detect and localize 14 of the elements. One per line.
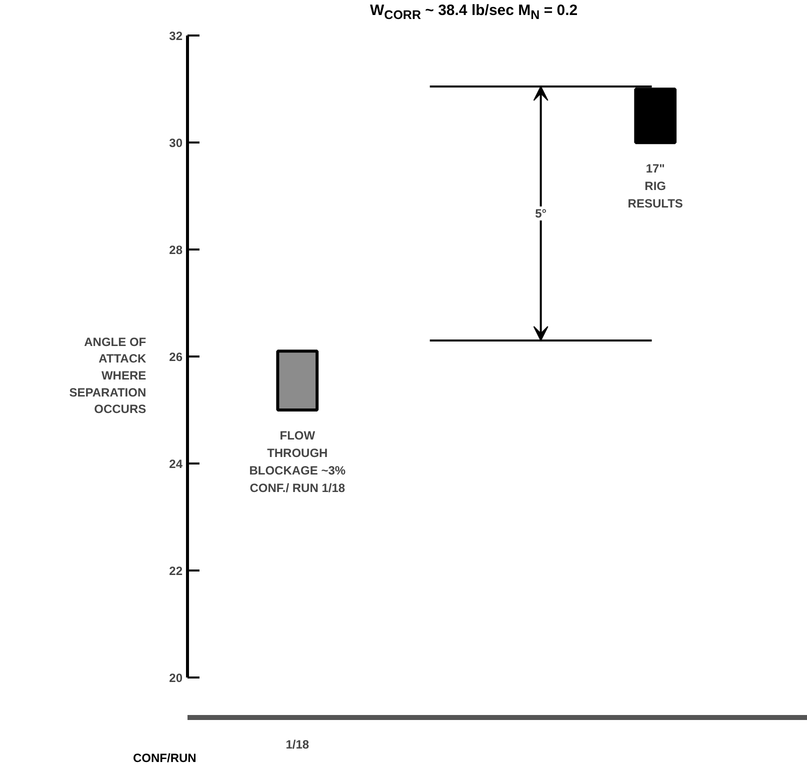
y-tick-label: 32 — [169, 29, 183, 44]
x-tick-label: 1/18 — [286, 738, 310, 752]
annotation: 5° — [535, 206, 547, 220]
y-tick-label: 24 — [169, 456, 183, 471]
y-tick-label: 28 — [169, 243, 183, 258]
y-tick-label: 20 — [169, 670, 183, 685]
y-tick-label: 22 — [169, 564, 183, 578]
y-tick-label: 30 — [169, 136, 183, 150]
annotation: FLOW THROUGH BLOCKAGE ~3% CONF./ RUN 1/18 — [249, 428, 346, 496]
annotation: 17" RIG RESULTS — [628, 161, 683, 210]
x-axis-title: CONF/RUN — [133, 750, 196, 767]
y-axis-title: ANGLE OF ATTACK WHERE SEPARATION OCCURS — [69, 334, 146, 416]
chart-title: W$_{CORR}$ ~ 38.4 lb/sec M$_{N}$ = 0.2 — [370, 1, 578, 24]
y-tick-label: 26 — [169, 350, 183, 364]
